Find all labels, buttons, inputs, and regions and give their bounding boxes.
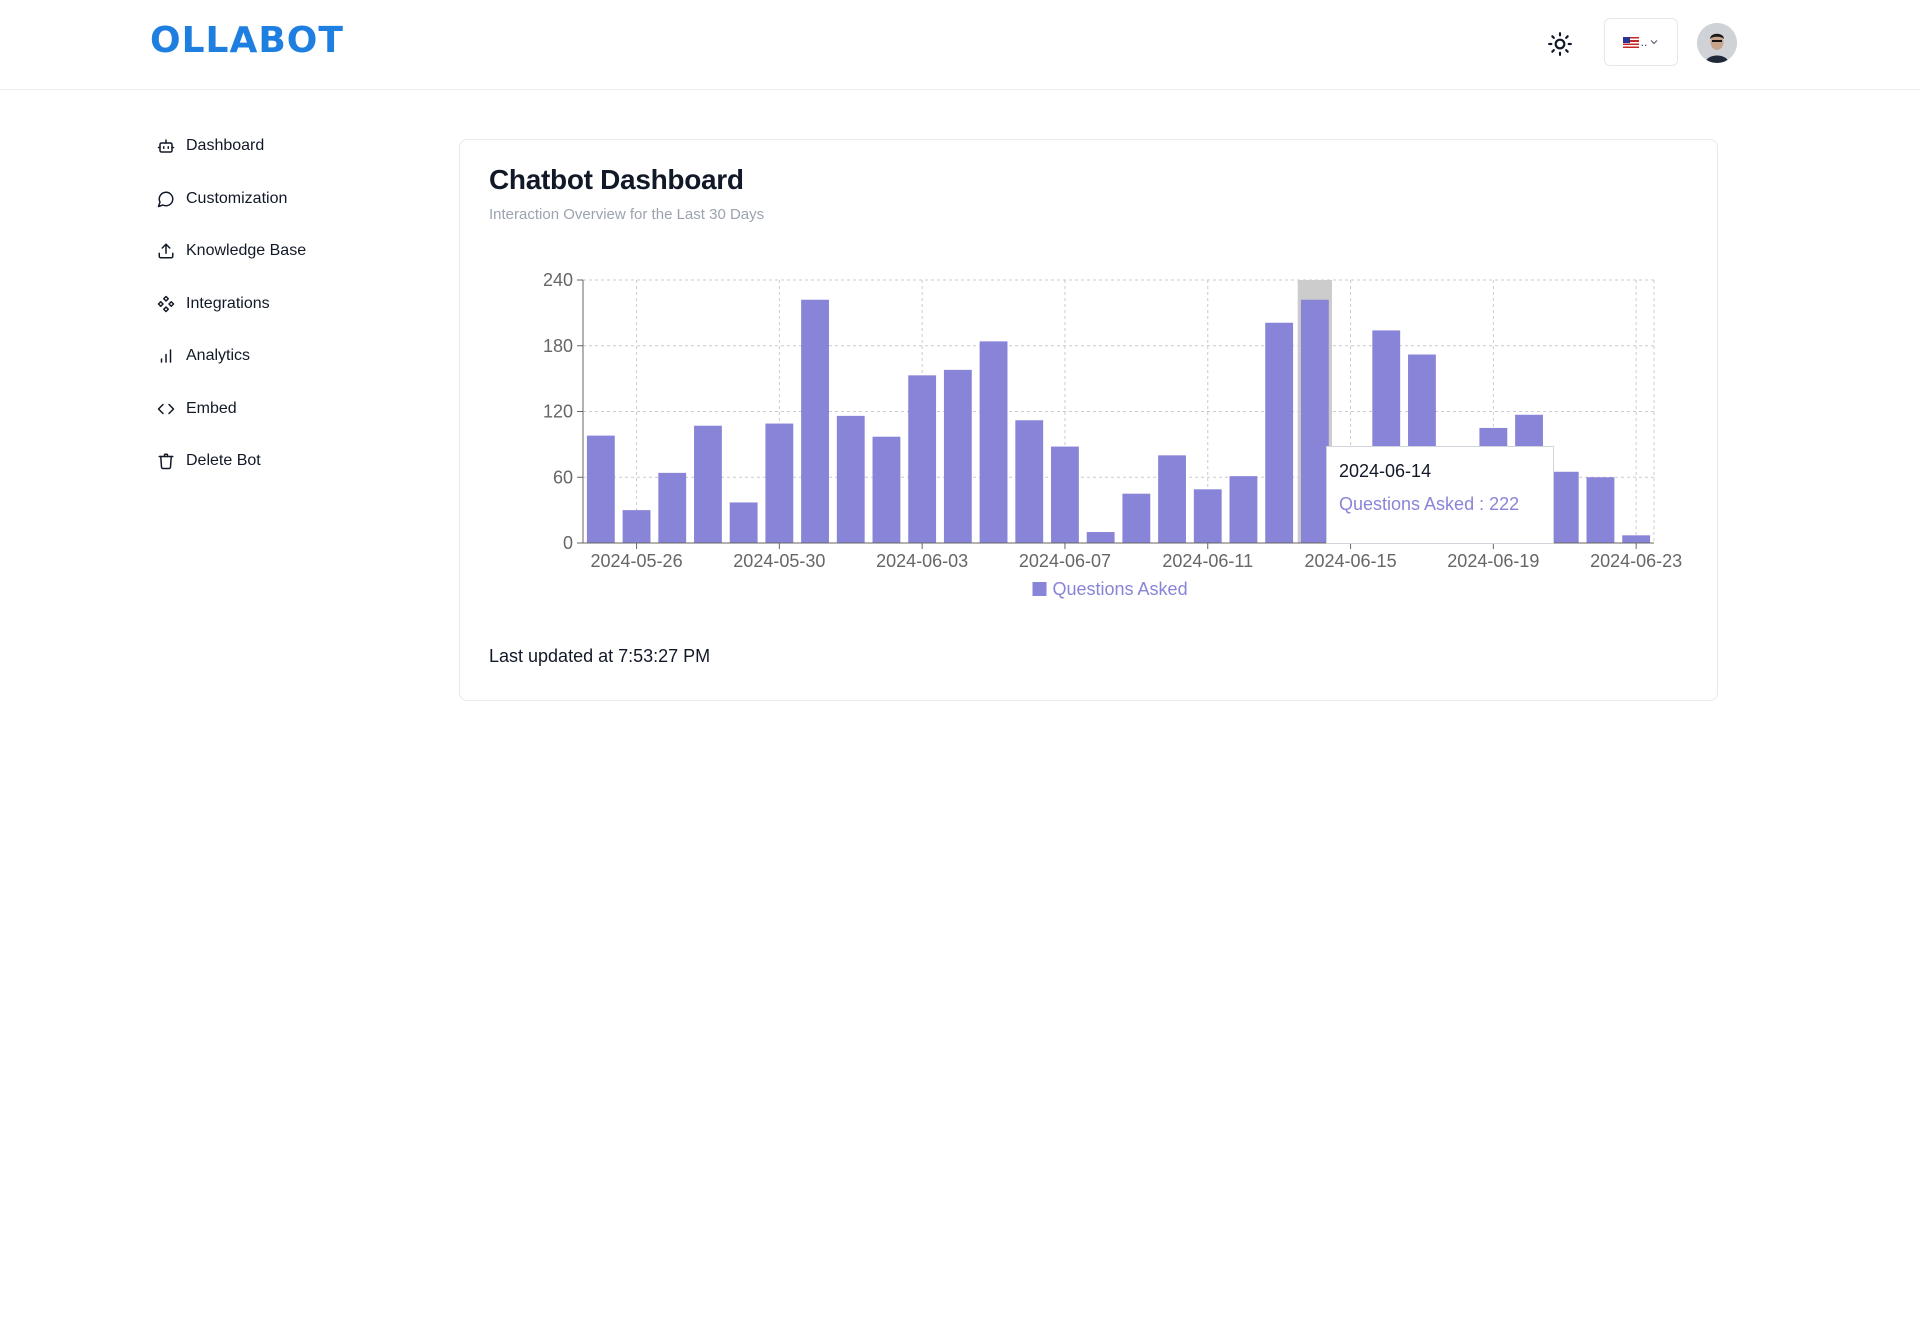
bar-2024-05-31 [801, 299, 829, 543]
sidebar-item-label: Customization [186, 189, 288, 207]
bar-2024-05-29 [729, 502, 758, 543]
bar-2024-06-23 [1622, 535, 1651, 543]
dashboard-card: Chatbot Dashboard Interaction Overview f… [459, 139, 1718, 701]
x-tick-label: 2024-06-03 [876, 551, 968, 571]
sidebar-item-delete-bot[interactable]: Delete Bot [156, 435, 456, 488]
sidebar-item-label: Integrations [186, 294, 270, 312]
x-tick-label: 2024-06-23 [1590, 551, 1682, 571]
questions-bar-chart[interactable]: 2024-05-26 2024-05-30 2024-06-03 2024-06-07… [460, 140, 1717, 640]
x-tick-label: 2024-06-15 [1305, 551, 1397, 571]
sidebar-item-dashboard[interactable]: Dashboard [156, 120, 456, 173]
bar-2024-05-30 [765, 423, 794, 543]
legend-swatch [1032, 582, 1047, 596]
bar-2024-06-12 [1229, 476, 1258, 543]
us-flag-icon [1622, 36, 1639, 48]
bar-2024-06-05 [979, 341, 1008, 543]
top-header: OLLABOT .. [0, 0, 1920, 90]
legend-label: Questions Asked [1053, 579, 1188, 599]
sun-icon [1548, 32, 1572, 56]
sidebar-item-knowledge-base[interactable]: Knowledge Base [156, 225, 456, 278]
bar-2024-06-14 [1300, 299, 1329, 543]
bar-2024-06-21 [1550, 471, 1579, 543]
sidebar-item-embed[interactable]: Embed [156, 383, 456, 436]
bar-2024-06-06 [1015, 420, 1044, 543]
y-tick-label: 0 [563, 533, 573, 553]
sidebar-item-label: Embed [186, 399, 237, 417]
integrations-icon [156, 294, 176, 314]
avatar-image [1697, 23, 1737, 63]
bar-2024-05-28 [694, 425, 722, 543]
y-tick-label: 60 [553, 467, 573, 487]
x-tick-label: 2024-05-26 [591, 551, 683, 571]
bot-icon [156, 136, 176, 156]
chevron-down-icon [1650, 40, 1658, 45]
bar-chart-icon [156, 346, 176, 366]
x-tick-label: 2024-06-19 [1447, 551, 1539, 571]
bar-2024-05-27 [658, 472, 687, 543]
x-tick-label: 2024-06-11 [1162, 551, 1253, 571]
bar-2024-05-26 [622, 510, 651, 543]
x-tick-label: 2024-05-30 [733, 551, 825, 571]
sidebar-item-label: Delete Bot [186, 452, 261, 470]
trash-icon [156, 451, 176, 471]
tooltip-series: Questions Asked [1339, 494, 1475, 514]
code-icon [156, 399, 176, 419]
page-subtitle: Interaction Overview for the Last 30 Day… [489, 206, 765, 223]
language-label: .. [1640, 35, 1648, 49]
chart-container: 2024-05-26 2024-05-30 2024-06-03 2024-06-07… [460, 140, 1717, 640]
bar-2024-06-22 [1586, 477, 1615, 543]
message-circle-icon [156, 189, 176, 209]
x-tick-label: 2024-06-07 [1019, 551, 1111, 571]
bar-2024-06-07 [1051, 446, 1079, 543]
page-title: Chatbot Dashboard [489, 164, 744, 195]
chart-tooltip: 2024-06-14 Questions Asked : 222 [1326, 446, 1554, 544]
tooltip-row: Questions Asked : 222 [1339, 494, 1541, 515]
tooltip-date: 2024-06-14 [1339, 461, 1432, 481]
bar-2024-06-04 [943, 369, 972, 543]
tooltip-value: 222 [1489, 494, 1520, 514]
sidebar-item-customization[interactable]: Customization [156, 173, 456, 226]
bar-2024-06-08 [1086, 532, 1115, 543]
bar-2024-06-03 [908, 375, 937, 543]
sidebar-nav: Dashboard Customization Knowledge Base I… [156, 120, 456, 488]
sidebar-item-label: Dashboard [186, 137, 265, 155]
bar-2024-06-01 [836, 415, 865, 543]
y-tick-label: 120 [543, 402, 573, 422]
bar-2024-06-10 [1158, 455, 1186, 543]
tooltip-separator: : [1474, 494, 1490, 514]
y-tick-label: 180 [543, 336, 573, 356]
language-select[interactable]: .. [1604, 18, 1678, 66]
bar-2024-06-13 [1265, 322, 1294, 543]
sidebar-item-label: Knowledge Base [186, 242, 307, 260]
upload-icon [156, 241, 176, 261]
sidebar-item-integrations[interactable]: Integrations [156, 278, 456, 331]
bar-2024-06-02 [872, 436, 901, 543]
logo[interactable]: OLLABOT [150, 20, 344, 61]
sidebar-item-label: Analytics [186, 347, 251, 365]
y-tick-label: 240 [543, 270, 573, 290]
theme-toggle-button[interactable] [1542, 26, 1578, 62]
user-avatar[interactable] [1697, 23, 1737, 63]
sidebar-item-analytics[interactable]: Analytics [156, 330, 456, 383]
bar-2024-05-25 [586, 435, 615, 543]
bar-2024-06-09 [1122, 493, 1151, 543]
bar-2024-06-11 [1193, 489, 1222, 543]
last-updated-text: Last updated at 7:53:27 PM [489, 646, 711, 666]
